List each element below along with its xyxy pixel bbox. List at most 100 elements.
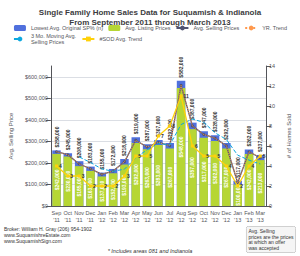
svg-text:'13: '13 — [245, 217, 252, 223]
svg-text:$267,000: $267,000 — [167, 167, 173, 188]
svg-text:YR. Trend: YR. Trend — [262, 25, 287, 31]
svg-text:$283,000: $283,000 — [155, 165, 161, 186]
svg-text:5: 5 — [263, 153, 266, 159]
svg-text:$200,000: $200,000 — [25, 160, 48, 166]
svg-text:Avg. Selling Price: Avg. Selling Price — [8, 112, 14, 160]
svg-text:4: 4 — [59, 163, 62, 169]
svg-text:Nov: Nov — [210, 210, 220, 216]
svg-text:5: 5 — [206, 153, 209, 159]
svg-text:3: 3 — [127, 173, 130, 179]
svg-text:$258,000: $258,000 — [54, 126, 60, 147]
svg-text:5: 5 — [150, 153, 153, 159]
svg-text:May: May — [142, 210, 153, 216]
svg-text:$155,000: $155,000 — [99, 149, 105, 170]
svg-text:Feb: Feb — [108, 210, 117, 216]
svg-text:$263,000: $263,000 — [144, 167, 150, 188]
svg-text:'12: '12 — [189, 217, 196, 223]
svg-text:$317,000: $317,000 — [201, 161, 207, 182]
svg-text:Selling Prices: Selling Prices — [31, 39, 65, 45]
svg-text:Oct: Oct — [199, 210, 208, 216]
svg-text:Jul: Jul — [166, 210, 173, 216]
svg-text:2: 2 — [104, 183, 107, 189]
svg-text:$400,000: $400,000 — [25, 117, 48, 123]
svg-text:$287,000: $287,000 — [144, 120, 150, 141]
svg-text:Dec: Dec — [86, 210, 96, 216]
svg-text:'12: '12 — [166, 217, 173, 223]
svg-text:'11: '11 — [87, 217, 94, 223]
svg-text:$302,000: $302,000 — [212, 163, 218, 184]
svg-text:$357,000: $357,000 — [189, 157, 195, 178]
svg-text:'12: '12 — [155, 217, 162, 223]
svg-text:'11: '11 — [76, 217, 83, 223]
svg-text:'12: '12 — [144, 217, 151, 223]
svg-text:$292,000: $292,000 — [133, 164, 139, 185]
svg-text:#SOD Avg. Trend: #SOD Avg. Trend — [99, 36, 142, 42]
svg-text:$500,000: $500,000 — [25, 95, 48, 101]
svg-text:5: 5 — [218, 153, 221, 159]
svg-text:'12: '12 — [200, 217, 207, 223]
svg-text:$100,000: $100,000 — [25, 181, 48, 187]
svg-text:Apr: Apr — [131, 210, 140, 216]
svg-text:4: 4 — [251, 163, 254, 169]
svg-text:Sep: Sep — [52, 210, 62, 216]
svg-text:$172,000: $172,000 — [110, 145, 116, 166]
svg-text:Oct: Oct — [64, 210, 73, 216]
svg-text:Jun: Jun — [154, 210, 163, 216]
svg-text:$548,000: $548,000 — [178, 136, 184, 157]
svg-text:* Includes areas 081 and India: * Includes areas 081 and Indianola — [108, 248, 193, 254]
svg-text:11: 11 — [184, 93, 190, 99]
svg-text:$328,000: $328,000 — [212, 111, 218, 132]
svg-text:'12: '12 — [132, 217, 139, 223]
svg-text:6: 6 — [269, 143, 272, 149]
svg-text:7: 7 — [161, 133, 164, 139]
svg-text:'12: '12 — [98, 217, 105, 223]
svg-text:$183,000: $183,000 — [87, 143, 93, 164]
svg-text:$237,000: $237,000 — [257, 131, 263, 152]
svg-text:4: 4 — [229, 163, 232, 169]
svg-text:'13: '13 — [257, 217, 264, 223]
svg-text:4: 4 — [269, 163, 272, 169]
svg-text:$245,000: $245,000 — [65, 129, 71, 150]
svg-text:$262,000: $262,000 — [246, 125, 252, 146]
svg-text:was accepted: was accepted — [248, 245, 279, 251]
svg-text:$242,000: $242,000 — [54, 169, 60, 190]
svg-text:'12: '12 — [211, 217, 218, 223]
svg-text:10: 10 — [269, 103, 275, 109]
svg-text:From September 2011 through Ma: From September 2011 through March 2013 — [69, 18, 231, 27]
svg-text:$319,000: $319,000 — [133, 113, 139, 134]
svg-text:3: 3 — [82, 173, 85, 179]
svg-text:Dec: Dec — [221, 210, 231, 216]
svg-text:$292,000: $292,000 — [223, 119, 229, 140]
svg-text:# of Homes Sold: # of Homes Sold — [286, 114, 292, 158]
svg-text:$600,000: $600,000 — [25, 74, 48, 80]
svg-text:'12: '12 — [223, 217, 230, 223]
svg-text:Aug: Aug — [176, 210, 186, 216]
svg-text:$242,000: $242,000 — [246, 169, 252, 190]
svg-text:$208,000: $208,000 — [76, 137, 82, 158]
svg-text:$218,000: $218,000 — [121, 135, 127, 156]
svg-text:Jan: Jan — [233, 210, 242, 216]
svg-text:$300,000: $300,000 — [25, 138, 48, 144]
svg-text:$213,000: $213,000 — [257, 172, 263, 193]
svg-text:Mar: Mar — [256, 210, 266, 216]
svg-text:5: 5 — [138, 153, 141, 159]
svg-text:'13: '13 — [234, 217, 241, 223]
svg-text:'12: '12 — [177, 217, 184, 223]
svg-text:Single Family Home Sales Data: Single Family Home Sales Data for Suquam… — [39, 8, 262, 17]
svg-text:0: 0 — [269, 203, 272, 209]
svg-text:8: 8 — [172, 123, 175, 129]
svg-text:2: 2 — [93, 183, 96, 189]
svg-text:6: 6 — [195, 143, 198, 149]
svg-text:12: 12 — [269, 83, 275, 89]
svg-text:Feb: Feb — [244, 210, 253, 216]
svg-text:'11: '11 — [64, 217, 71, 223]
svg-text:3: 3 — [70, 173, 73, 179]
svg-text:$582,000: $582,000 — [178, 57, 184, 78]
svg-text:'12: '12 — [121, 217, 128, 223]
svg-text:2: 2 — [116, 183, 119, 189]
svg-text:Jan: Jan — [97, 210, 106, 216]
svg-text:2: 2 — [269, 183, 272, 189]
svg-text:'12: '12 — [110, 217, 117, 223]
svg-text:2: 2 — [240, 183, 243, 189]
svg-text:Mar: Mar — [120, 210, 130, 216]
